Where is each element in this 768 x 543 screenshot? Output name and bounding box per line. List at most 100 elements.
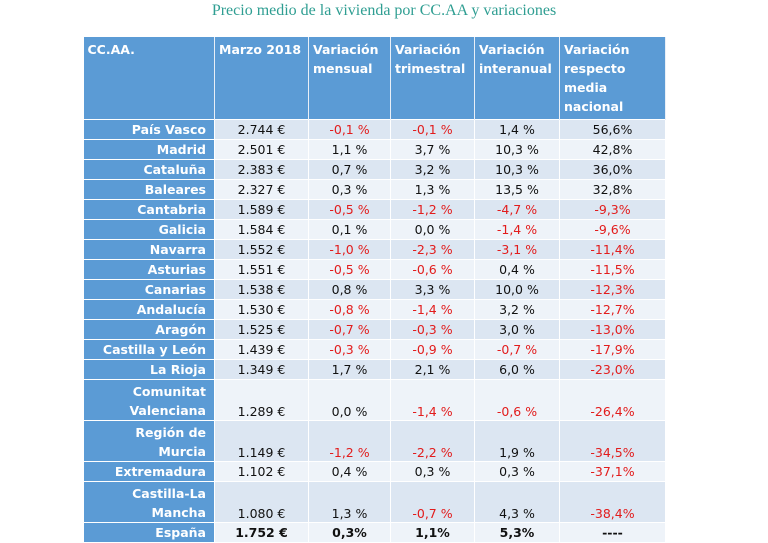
table-row: La Rioja 1.349 €1,7 % 2,1 % 6,0 % -23,0%: [83, 359, 666, 380]
monthly-cell: 1,7 %: [308, 359, 391, 380]
table-row: Madrid 2.501 €1,1 % 3,7 % 10,3 % 42,8%: [83, 139, 666, 160]
region-cell: Asturias: [83, 259, 215, 280]
header-quarterly: Variación trimestral: [390, 37, 475, 120]
price-cell: 2.327 €: [214, 179, 309, 200]
region-cell: Comunitat Valenciana: [83, 379, 215, 421]
monthly-cell: 0,7 %: [308, 159, 391, 180]
region-cell: La Rioja: [83, 359, 215, 380]
vs-national-cell: -38,4%: [559, 481, 666, 523]
region-cell: Navarra: [83, 239, 215, 260]
header-ccaa: CC.AA.: [83, 37, 215, 120]
quarterly-cell: -0,1 %: [390, 119, 475, 140]
price-cell: 1.080 €: [214, 481, 309, 523]
monthly-cell: 0,0 %: [308, 379, 391, 421]
header-monthly: Variación mensual: [308, 37, 391, 120]
vs-national-cell: -11,4%: [559, 239, 666, 260]
price-cell: 1.530 €: [214, 299, 309, 320]
vs-national-cell: -23,0%: [559, 359, 666, 380]
quarterly-cell: -1,2 %: [390, 199, 475, 220]
annual-cell: -3,1 %: [474, 239, 560, 260]
price-cell: 1.552 €: [214, 239, 309, 260]
annual-cell: 1,4 %: [474, 119, 560, 140]
monthly-cell: 1,3 %: [308, 481, 391, 523]
region-cell: Canarias: [83, 279, 215, 300]
price-cell: 1.149 €: [214, 420, 309, 462]
quarterly-cell: 0,0 %: [390, 219, 475, 240]
price-cell: 2.744 €: [214, 119, 309, 140]
monthly-cell: -0,1 %: [308, 119, 391, 140]
vs-national-cell: -9,3%: [559, 199, 666, 220]
region-cell: Región de Murcia: [83, 420, 215, 462]
monthly-cell: 0,3 %: [308, 179, 391, 200]
price-cell: 2.501 €: [214, 139, 309, 160]
price-cell: 1.439 €: [214, 339, 309, 360]
region-cell: Castilla y León: [83, 339, 215, 360]
region-cell: Aragón: [83, 319, 215, 340]
quarterly-cell: -2,2 %: [390, 420, 475, 462]
vs-national-cell: -12,3%: [559, 279, 666, 300]
region-cell: Andalucía: [83, 299, 215, 320]
vs-national-cell: 42,8%: [559, 139, 666, 160]
quarterly-cell: 3,3 %: [390, 279, 475, 300]
annual-cell: -0,6 %: [474, 379, 560, 421]
table-row: Andalucía 1.530 € -0,8 % -1,4 % 3,2 % -12,7%: [83, 299, 666, 320]
monthly-cell: 0,4 %: [308, 461, 391, 482]
region-cell: Cataluña: [83, 159, 215, 180]
annual-cell: -1,4 %: [474, 219, 560, 240]
quarterly-cell: -0,6 %: [390, 259, 475, 280]
price-cell: 1.584 €: [214, 219, 309, 240]
annual-cell: 4,3 %: [474, 481, 560, 523]
table-row: Baleares 2.327 €0,3 % 1,3 % 13,5 % 32,8%: [83, 179, 666, 200]
vs-national-cell: 32,8%: [559, 179, 666, 200]
vs-national-cell: -12,7%: [559, 299, 666, 320]
annual-cell: 0,3 %: [474, 461, 560, 482]
annual-cell: 10,3 %: [474, 159, 560, 180]
table-row: Galicia 1.584 €0,1 % 0,0 % -1,4 % -9,6%: [83, 219, 666, 240]
region-cell: Galicia: [83, 219, 215, 240]
monthly-cell: -0,7 %: [308, 319, 391, 340]
table-row: Asturias 1.551 € -0,5 % -0,6 % 0,4 % -11,5%: [83, 259, 666, 280]
quarterly-cell: 3,7 %: [390, 139, 475, 160]
region-cell: Extremadura: [83, 461, 215, 482]
table-row: Aragón 1.525 € -0,7 % -0,3 % 3,0 % -13,0%: [83, 319, 666, 340]
table-row: Cataluña 2.383 €0,7 % 3,2 % 10,3 % 36,0%: [83, 159, 666, 180]
monthly-cell: 0,1 %: [308, 219, 391, 240]
monthly-cell: -1,2 %: [308, 420, 391, 462]
monthly-cell: 0,8 %: [308, 279, 391, 300]
annual-cell: 3,2 %: [474, 299, 560, 320]
quarterly-cell: 0,3 %: [390, 461, 475, 482]
region-cell: Cantabria: [83, 199, 215, 220]
monthly-cell: -1,0 %: [308, 239, 391, 260]
vs-national-cell: -17,9%: [559, 339, 666, 360]
table-row: Castilla y León 1.439 € -0,3 % -0,9 % -0,7 %…: [83, 339, 666, 360]
quarterly-cell: -0,3 %: [390, 319, 475, 340]
region-cell: Castilla-La Mancha: [83, 481, 215, 523]
monthly-cell: -0,8 %: [308, 299, 391, 320]
table-title: Precio medio de la vivienda por CC.AA y …: [211, 2, 557, 19]
quarterly-cell: 3,2 %: [390, 159, 475, 180]
quarterly-cell: 2,1 %: [390, 359, 475, 380]
annual-cell: 0,4 %: [474, 259, 560, 280]
monthly-cell: -0,5 %: [308, 259, 391, 280]
table-body: País Vasco 2.744 € -0,1 % -0,1 % 1,4 % 56,6% M…: [83, 119, 666, 543]
region-cell: Baleares: [83, 179, 215, 200]
price-cell: 2.383 €: [214, 159, 309, 180]
quarterly-cell: 1,3 %: [390, 179, 475, 200]
price-cell: 1.538 €: [214, 279, 309, 300]
vs-national-cell: -13,0%: [559, 319, 666, 340]
monthly-cell: 1,1 %: [308, 139, 391, 160]
annual-cell: -0,7 %: [474, 339, 560, 360]
table-row: Castilla-La Mancha 1.080 €1,3 % -0,7 % 4,3 …: [83, 481, 666, 523]
table-row: Extremadura 1.102 €0,4 % 0,3 % 0,3 % -37,1%: [83, 461, 666, 482]
header-annual: Variación interanual: [474, 37, 560, 120]
price-cell: 1.551 €: [214, 259, 309, 280]
header-row: CC.AA. Marzo 2018 Variación mensual Vari…: [83, 37, 666, 120]
quarterly-cell: -2,3 %: [390, 239, 475, 260]
vs-national-cell: -11,5%: [559, 259, 666, 280]
table-row: Navarra 1.552 € -1,0 % -2,3 % -3,1 % -11,4%: [83, 239, 666, 260]
vs-national-cell: -9,6%: [559, 219, 666, 240]
housing-price-table: CC.AA. Marzo 2018 Variación mensual Vari…: [83, 37, 666, 543]
annual-cell: -4,7 %: [474, 199, 560, 220]
table-row: Cantabria 1.589 € -0,5 % -1,2 % -4,7 % -9,3%: [83, 199, 666, 220]
vs-national-cell: -37,1%: [559, 461, 666, 482]
